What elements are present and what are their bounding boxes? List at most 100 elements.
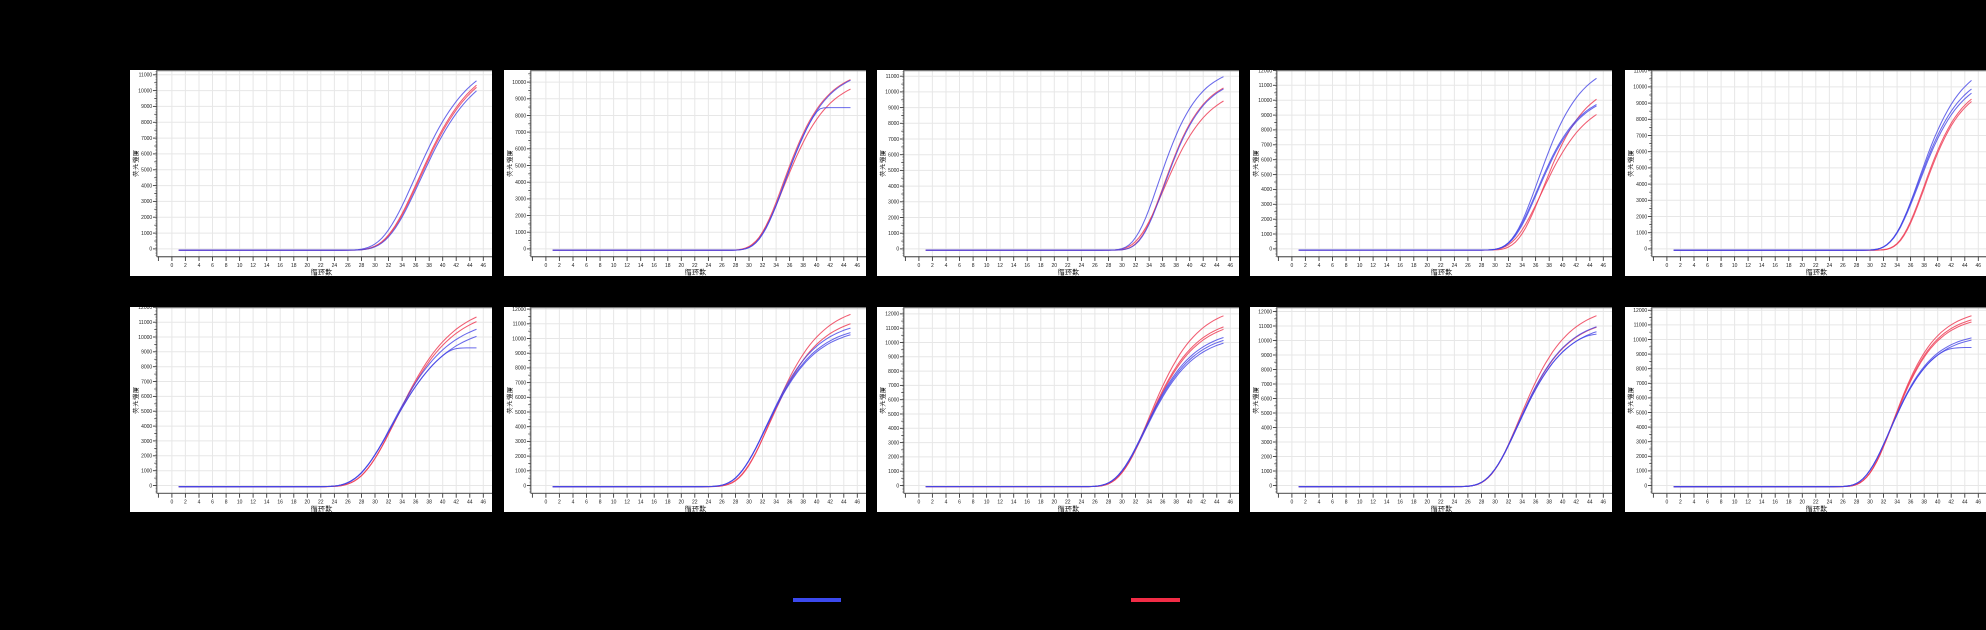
svg-text:5000: 5000 — [1261, 411, 1272, 417]
svg-text:38: 38 — [1173, 263, 1179, 269]
svg-text:34: 34 — [1519, 500, 1525, 506]
svg-text:4000: 4000 — [1261, 187, 1272, 193]
svg-text:2: 2 — [1679, 263, 1682, 269]
svg-text:3000: 3000 — [141, 439, 152, 445]
svg-text:32: 32 — [760, 500, 766, 506]
svg-text:24: 24 — [706, 500, 712, 506]
svg-text:14: 14 — [1384, 263, 1390, 269]
svg-text:8000: 8000 — [1261, 127, 1272, 133]
svg-text:6000: 6000 — [515, 395, 526, 401]
svg-text:3000: 3000 — [1636, 440, 1647, 446]
svg-text:30: 30 — [1867, 500, 1873, 506]
svg-text:36: 36 — [787, 500, 793, 506]
svg-text:10: 10 — [611, 500, 617, 506]
svg-text:11000: 11000 — [139, 72, 153, 78]
svg-text:1000: 1000 — [1261, 469, 1272, 475]
svg-text:32: 32 — [386, 500, 392, 506]
svg-text:20: 20 — [1425, 500, 1431, 506]
svg-text:10000: 10000 — [885, 89, 899, 95]
svg-text:26: 26 — [345, 263, 351, 269]
svg-text:24: 24 — [706, 263, 712, 269]
svg-text:30: 30 — [1119, 263, 1125, 269]
svg-text:0: 0 — [523, 246, 526, 252]
svg-text:8000: 8000 — [141, 365, 152, 371]
svg-text:32: 32 — [760, 263, 766, 269]
svg-text:22: 22 — [318, 500, 324, 506]
svg-text:5000: 5000 — [1636, 165, 1647, 171]
svg-text:9000: 9000 — [515, 351, 526, 357]
svg-text:0: 0 — [1291, 500, 1294, 506]
svg-text:32: 32 — [386, 263, 392, 269]
svg-text:2: 2 — [1304, 263, 1307, 269]
svg-text:38: 38 — [1546, 500, 1552, 506]
svg-text:2: 2 — [1304, 500, 1307, 506]
svg-text:10000: 10000 — [1258, 98, 1272, 104]
svg-text:42: 42 — [1948, 500, 1954, 506]
svg-text:26: 26 — [719, 500, 725, 506]
svg-text:42: 42 — [827, 500, 833, 506]
svg-text:18: 18 — [1038, 500, 1044, 506]
svg-text:5000: 5000 — [1636, 410, 1647, 416]
svg-text:0: 0 — [171, 263, 174, 269]
svg-text:28: 28 — [733, 500, 739, 506]
svg-text:6: 6 — [1706, 500, 1709, 506]
svg-text:4000: 4000 — [1636, 425, 1647, 431]
svg-text:28: 28 — [1479, 263, 1485, 269]
svg-text:9000: 9000 — [1261, 353, 1272, 359]
svg-text:5000: 5000 — [141, 167, 152, 173]
svg-text:38: 38 — [426, 263, 432, 269]
svg-text:22: 22 — [1065, 263, 1071, 269]
svg-text:38: 38 — [800, 500, 806, 506]
svg-text:0: 0 — [1291, 263, 1294, 269]
svg-text:10000: 10000 — [512, 336, 526, 342]
svg-text:44: 44 — [1214, 263, 1220, 269]
svg-text:34: 34 — [399, 500, 405, 506]
svg-text:12: 12 — [250, 263, 256, 269]
svg-text:12: 12 — [997, 500, 1003, 506]
svg-text:5000: 5000 — [1261, 172, 1272, 178]
svg-text:1000: 1000 — [141, 469, 152, 475]
svg-text:40: 40 — [1560, 263, 1566, 269]
svg-text:40: 40 — [440, 263, 446, 269]
svg-text:4: 4 — [198, 500, 201, 506]
svg-text:20: 20 — [1425, 263, 1431, 269]
svg-text:6000: 6000 — [888, 398, 899, 404]
svg-text:12000: 12000 — [138, 307, 152, 311]
svg-text:32: 32 — [1132, 263, 1138, 269]
svg-text:30: 30 — [372, 500, 378, 506]
svg-text:4: 4 — [1692, 500, 1695, 506]
svg-text:18: 18 — [1786, 500, 1792, 506]
svg-text:8: 8 — [1719, 500, 1722, 506]
svg-text:22: 22 — [692, 500, 698, 506]
svg-text:2000: 2000 — [1636, 454, 1647, 460]
svg-text:12: 12 — [1745, 263, 1751, 269]
svg-text:34: 34 — [1519, 263, 1525, 269]
svg-text:10: 10 — [611, 263, 617, 269]
svg-text:38: 38 — [1546, 263, 1552, 269]
svg-text:26: 26 — [1465, 500, 1471, 506]
svg-text:6000: 6000 — [1636, 149, 1647, 155]
svg-text:44: 44 — [1962, 500, 1968, 506]
svg-text:7000: 7000 — [1261, 382, 1272, 388]
svg-text:14: 14 — [1010, 263, 1016, 269]
svg-text:4000: 4000 — [888, 426, 899, 432]
svg-text:5000: 5000 — [888, 168, 899, 174]
svg-text:42: 42 — [1200, 500, 1206, 506]
svg-text:10000: 10000 — [885, 340, 899, 346]
svg-text:28: 28 — [733, 263, 739, 269]
svg-text:36: 36 — [413, 500, 419, 506]
svg-text:46: 46 — [855, 500, 861, 506]
svg-text:10: 10 — [1731, 263, 1737, 269]
svg-text:16: 16 — [651, 263, 657, 269]
svg-text:2: 2 — [558, 263, 561, 269]
svg-text:14: 14 — [1758, 263, 1764, 269]
svg-text:8: 8 — [225, 500, 228, 506]
svg-text:6: 6 — [211, 263, 214, 269]
svg-text:12000: 12000 — [1633, 308, 1647, 314]
svg-text:11000: 11000 — [1259, 83, 1273, 89]
svg-text:9000: 9000 — [888, 355, 899, 361]
svg-text:28: 28 — [1105, 263, 1111, 269]
svg-text:40: 40 — [1934, 263, 1940, 269]
svg-text:4000: 4000 — [141, 183, 152, 189]
svg-text:46: 46 — [1975, 263, 1981, 269]
